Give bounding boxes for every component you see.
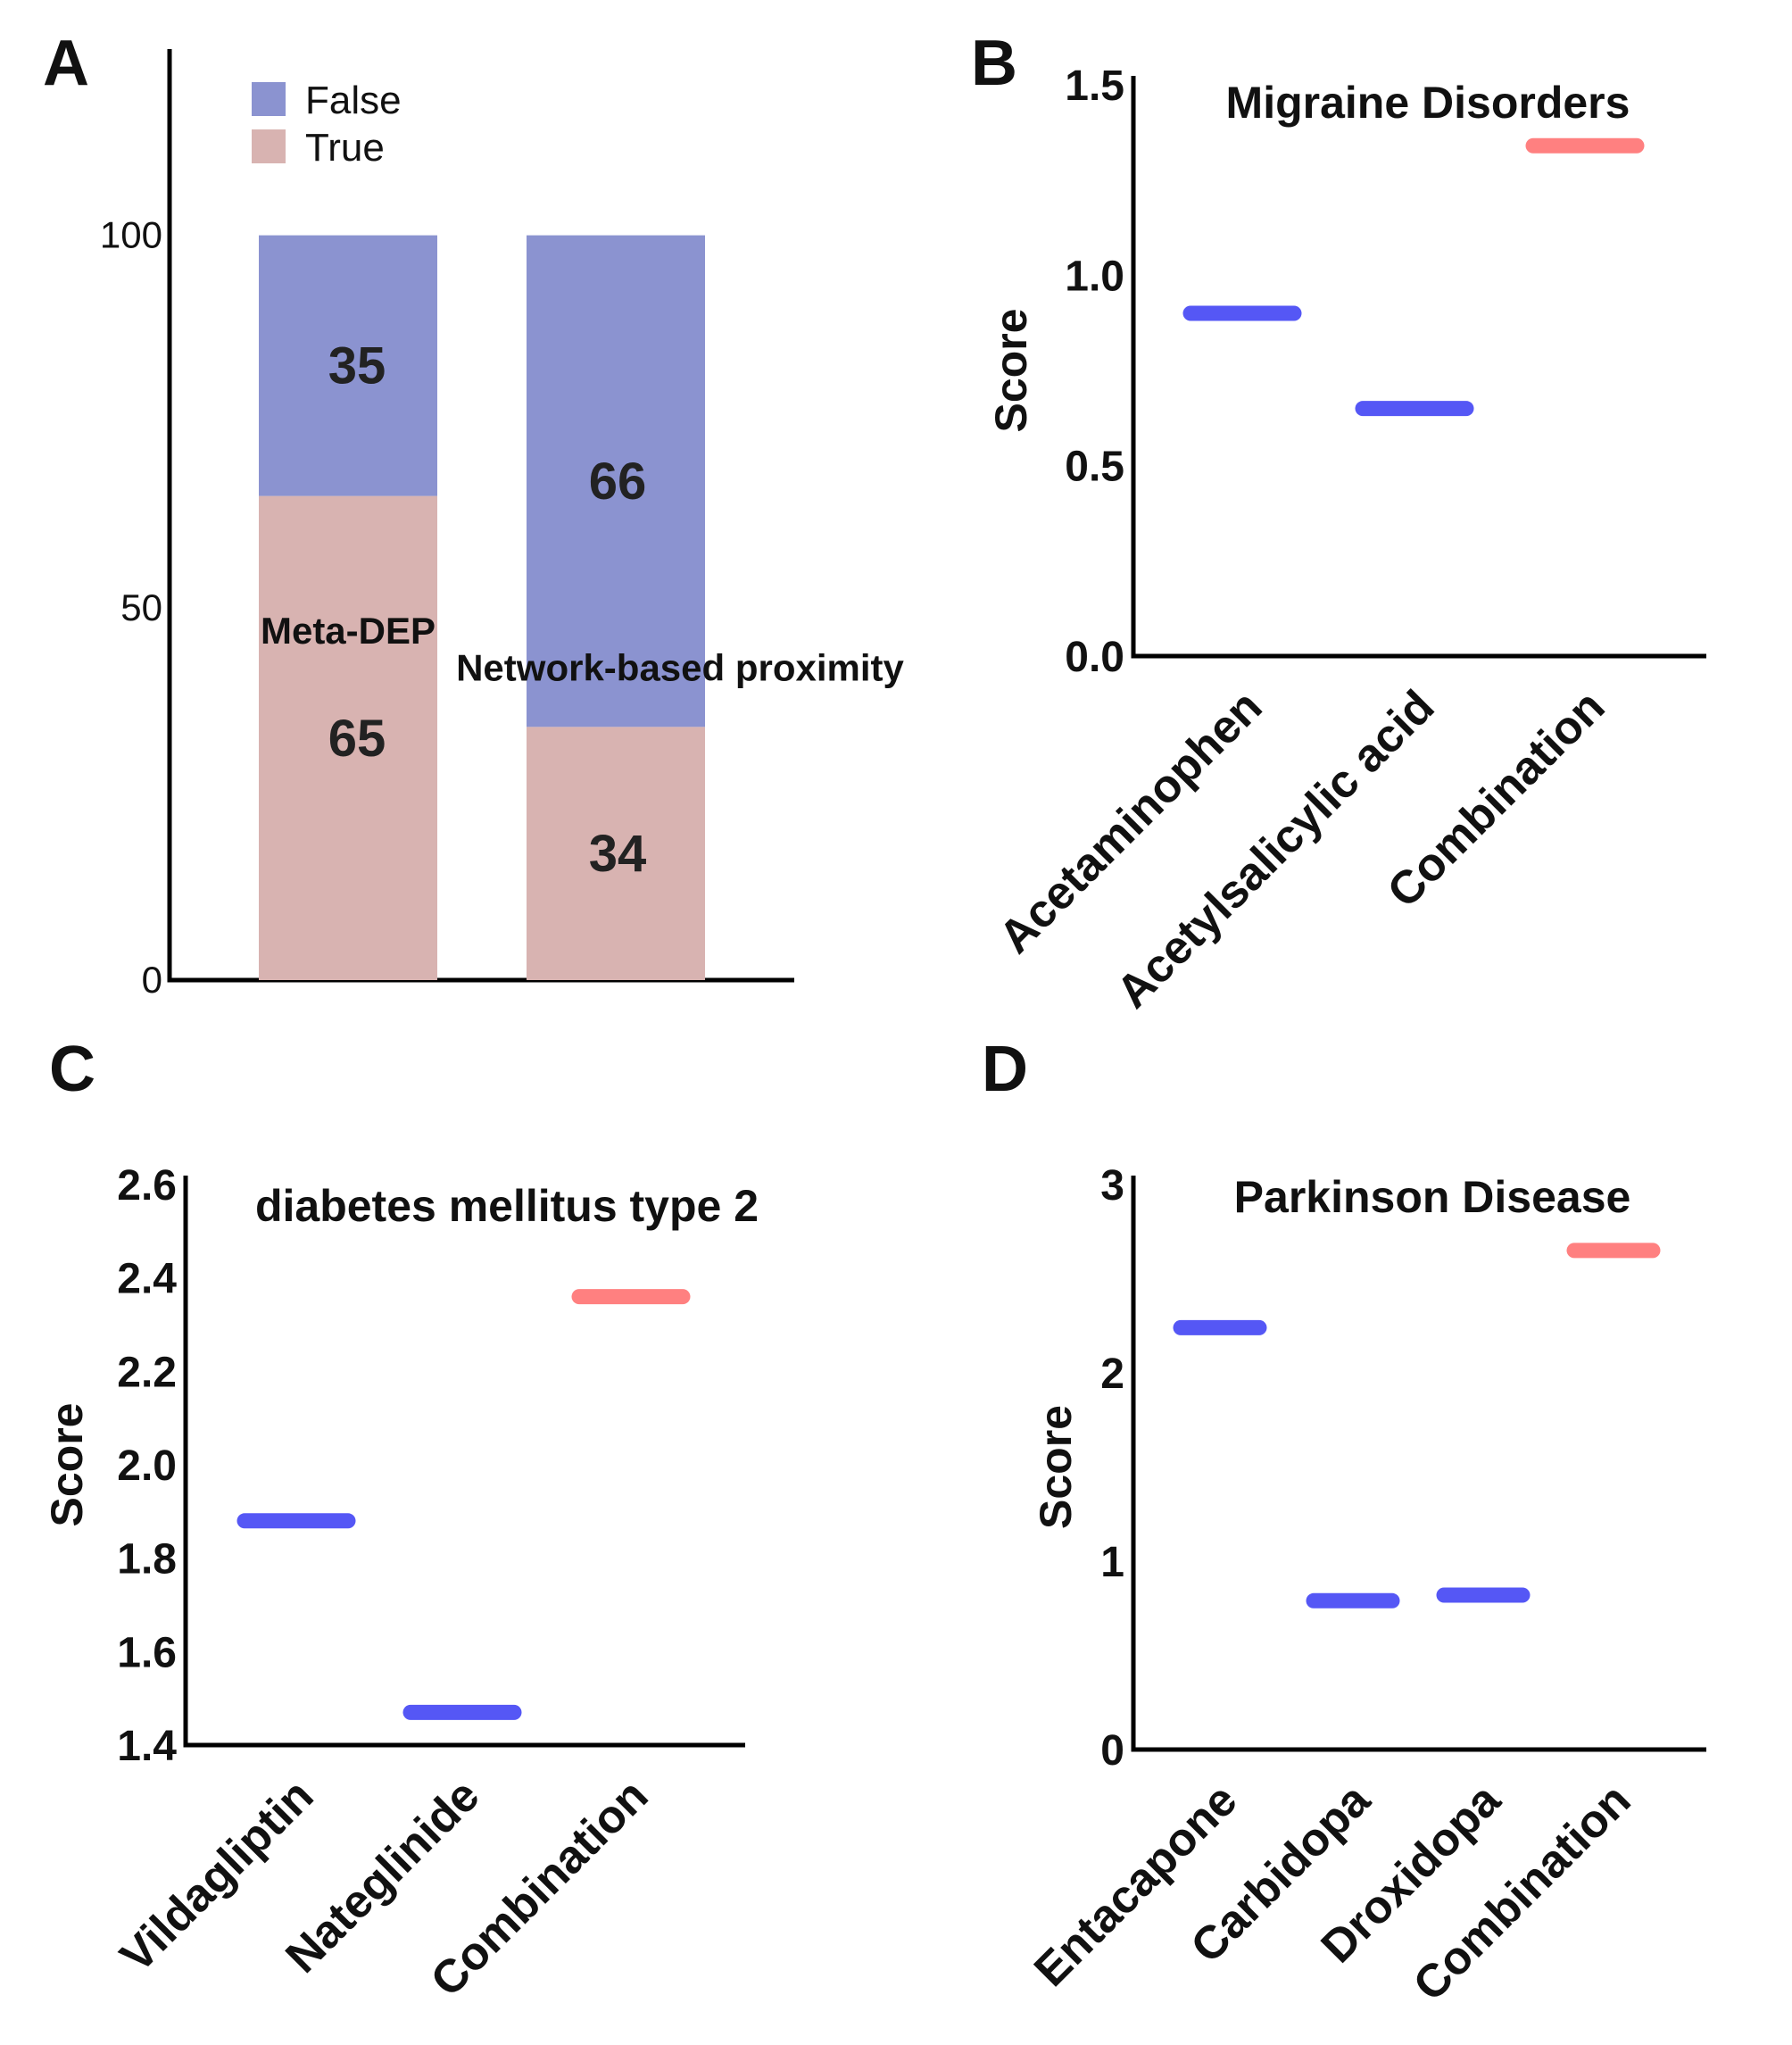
legend-label-false: False xyxy=(305,79,402,122)
x-tick-label-acetylsalicylic-acid: Acetylsalicylic acid xyxy=(1107,680,1444,1018)
y-tick-label-c: 2.6 xyxy=(117,1162,177,1210)
y-tick-label-d: 2 xyxy=(1100,1351,1124,1398)
y-tick-label-c: 1.6 xyxy=(117,1629,177,1676)
bar-category-label-network-based-proximity: Network-based proximity xyxy=(456,647,904,689)
panel-letter-a: A xyxy=(43,28,89,99)
y-tick-label-c: 1.4 xyxy=(117,1723,177,1770)
legend-swatch-false xyxy=(252,82,286,116)
y-tick-label-b: 1.5 xyxy=(1065,62,1124,110)
bar-network-based-proximity-false xyxy=(527,235,705,727)
legend: False True xyxy=(252,79,402,170)
y-tick-label-c: 2.4 xyxy=(117,1256,177,1303)
bar-value-network-based-proximity-true: 34 xyxy=(589,825,647,883)
legend-swatch-true xyxy=(252,129,286,163)
bar-value-meta-dep-true: 65 xyxy=(328,710,386,768)
bar-value-network-based-proximity-false: 66 xyxy=(589,453,647,511)
bar-value-meta-dep-false: 35 xyxy=(328,337,386,395)
y-tick-label-c: 2.2 xyxy=(117,1349,177,1396)
bar-category-label-meta-dep: Meta-DEP xyxy=(261,610,436,652)
chart-c: 1.4 1.6 1.8 2.0 2.2 2.4 2.6 diabetes mellitus t… xyxy=(42,1162,759,2007)
y-tick-label-d: 3 xyxy=(1100,1162,1124,1210)
axis-d xyxy=(1131,1176,1706,1752)
chart-title-c: diabetes mellitus type 2 xyxy=(255,1181,759,1231)
chart-b: 0.00.51.01.5 Migraine DisordersScoreAceta… xyxy=(986,62,1706,1018)
y-tick-label-a: 50 xyxy=(120,586,162,628)
chart-title-d: Parkinson Disease xyxy=(1234,1172,1631,1222)
legend-label-true: True xyxy=(305,126,385,170)
panel-letter-d: D xyxy=(982,1034,1028,1105)
y-axis-label-d: Score xyxy=(1031,1405,1081,1529)
panel-letter-b: B xyxy=(971,28,1017,99)
chart-a: 0 50 100 65 35 Meta-DEP 34 66 Network-based prox… xyxy=(100,49,905,1001)
y-tick-label-c: 1.8 xyxy=(117,1536,177,1584)
bar-meta-dep-true xyxy=(259,495,437,980)
y-tick-label-b: 0.0 xyxy=(1065,634,1124,681)
y-tick-label-b: 0.5 xyxy=(1065,444,1124,491)
y-tick-label-b: 1.0 xyxy=(1065,253,1124,300)
y-tick-label-a: 100 xyxy=(100,214,162,256)
y-tick-label-c: 2.0 xyxy=(117,1442,177,1490)
y-tick-label-d: 1 xyxy=(1100,1539,1124,1586)
y-tick-label-d: 0 xyxy=(1100,1727,1124,1775)
panel-letter-c: C xyxy=(49,1034,95,1105)
axis-c xyxy=(183,1176,745,1748)
axis-b xyxy=(1131,76,1706,659)
bar-network-based-proximity-true xyxy=(527,727,705,980)
chart-title-b: Migraine Disorders xyxy=(1226,78,1630,128)
y-axis-label-c: Score xyxy=(42,1403,92,1527)
y-axis-label-b: Score xyxy=(986,309,1036,433)
y-tick-label-a: 0 xyxy=(142,959,162,1001)
bar-meta-dep-false xyxy=(259,235,437,496)
